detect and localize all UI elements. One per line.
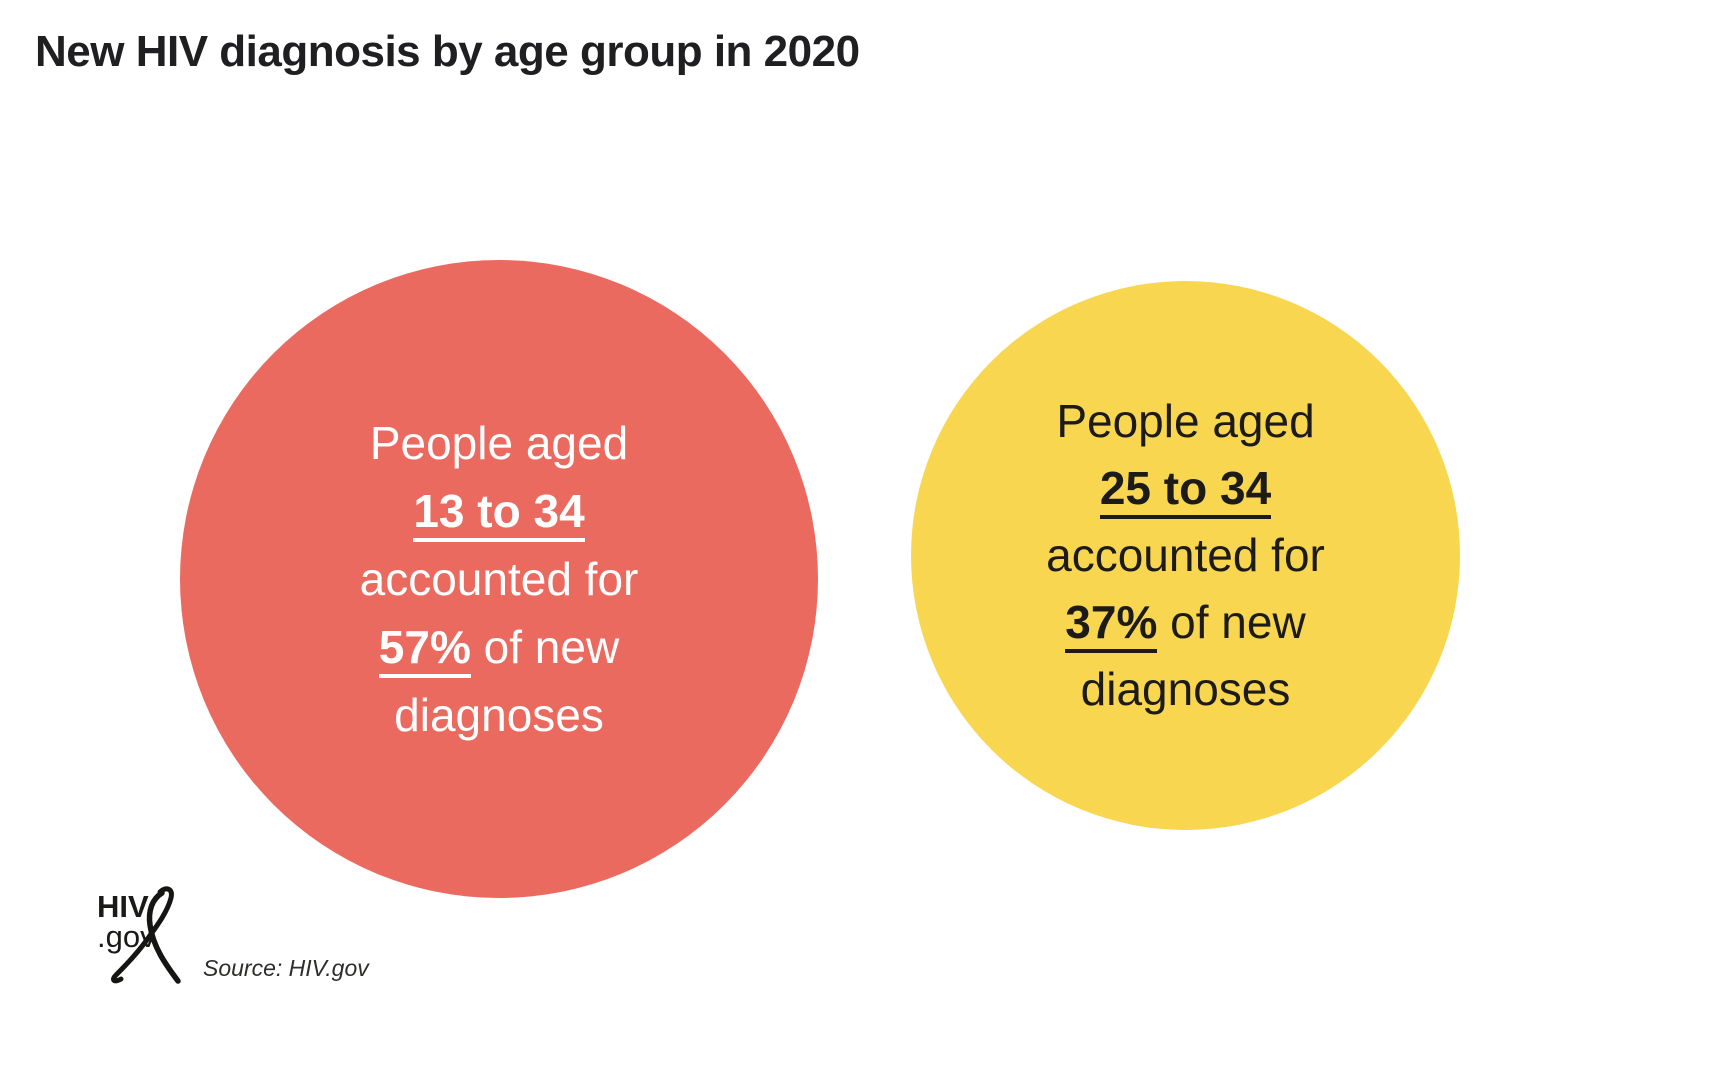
bubble-line-intro: People aged bbox=[1046, 388, 1325, 455]
bubble-line-last: diagnoses bbox=[360, 681, 639, 749]
bubble-line-middle: accounted for bbox=[360, 545, 639, 613]
percent-value: 57% bbox=[378, 621, 471, 678]
page-title: New HIV diagnosis by age group in 2020 bbox=[35, 27, 860, 76]
hiv-gov-logo-line1: HIV bbox=[97, 889, 149, 924]
hiv-gov-logo: HIV .gov bbox=[97, 889, 156, 954]
bubble-line-last: diagnoses bbox=[1046, 656, 1325, 723]
bubble-line-range: 25 to 34 bbox=[1046, 455, 1325, 522]
source-note: Source: HIV.gov bbox=[203, 955, 369, 981]
last-text: diagnoses bbox=[394, 689, 604, 741]
bubble-line-percent: 57% of new bbox=[360, 613, 639, 681]
age-range-value: 25 to 34 bbox=[1099, 462, 1272, 519]
bubble-line-middle: accounted for bbox=[1046, 522, 1325, 589]
bubble-line-intro: People aged bbox=[360, 409, 639, 477]
bubble-age-25-34: People aged 25 to 34 accounted for 37% o… bbox=[911, 281, 1460, 830]
middle-text: accounted for bbox=[359, 553, 639, 605]
middle-text: accounted for bbox=[1046, 529, 1325, 581]
suffix-text: of new bbox=[470, 621, 620, 673]
intro-text: People aged bbox=[1056, 395, 1315, 447]
bubble-line-percent: 37% of new bbox=[1046, 589, 1325, 656]
intro-text: People aged bbox=[369, 417, 629, 469]
bubble-age-13-34: People aged 13 to 34 accounted for 57% o… bbox=[180, 260, 818, 898]
bubble-age-13-34-text: People aged 13 to 34 accounted for 57% o… bbox=[360, 409, 639, 749]
bubble-age-25-34-text: People aged 25 to 34 accounted for 37% o… bbox=[1046, 388, 1325, 723]
awareness-ribbon-icon bbox=[111, 886, 181, 984]
age-range-value: 13 to 34 bbox=[413, 485, 585, 542]
percent-value: 37% bbox=[1065, 596, 1158, 653]
suffix-text: of new bbox=[1157, 596, 1306, 648]
last-text: diagnoses bbox=[1080, 663, 1291, 715]
hiv-gov-logo-line2: .gov bbox=[97, 919, 156, 954]
bubble-line-range: 13 to 34 bbox=[360, 477, 639, 545]
